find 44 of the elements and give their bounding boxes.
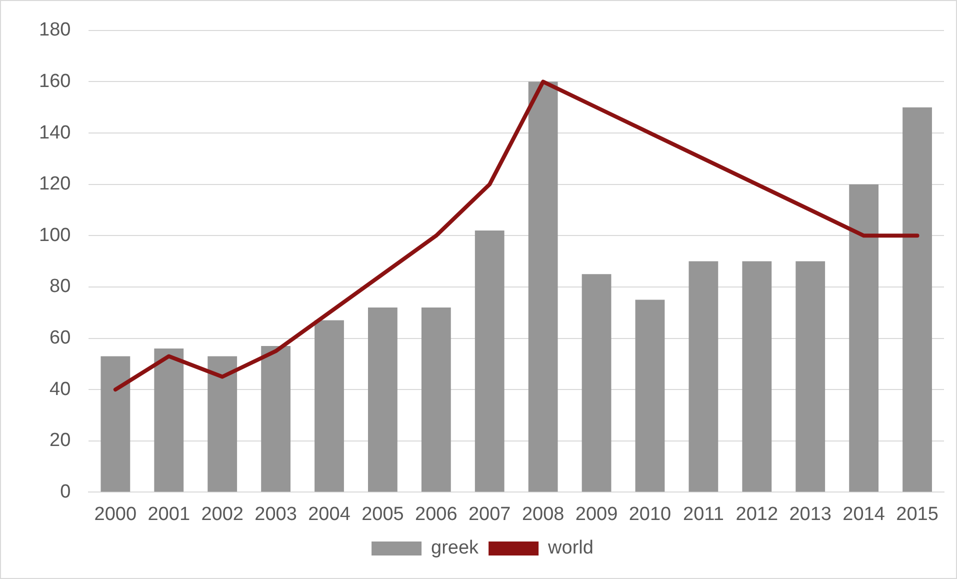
bar (528, 82, 558, 492)
legend-label: greek (431, 538, 480, 559)
y-tick-label: 40 (50, 378, 71, 400)
x-tick-label: 2003 (254, 504, 297, 525)
legend-label: world (547, 538, 594, 559)
bar (261, 346, 290, 492)
y-tick-label: 80 (50, 276, 71, 298)
bar (474, 230, 504, 492)
x-tick-label: 2000 (94, 504, 137, 525)
bar (688, 261, 718, 492)
bar (902, 107, 932, 492)
y-tick-label: 180 (39, 20, 71, 41)
x-tick-label: 2006 (415, 504, 458, 525)
y-tick-label: 20 (50, 430, 71, 452)
y-tick-label: 0 (60, 481, 71, 502)
x-tick-label: 2011 (683, 504, 724, 525)
bar (208, 356, 238, 492)
bar (314, 320, 344, 492)
x-tick-label: 2010 (628, 504, 672, 525)
y-tick-label: 140 (39, 122, 71, 144)
bar (582, 274, 612, 492)
bar (154, 348, 184, 492)
bar (368, 307, 398, 492)
bar (635, 300, 665, 492)
x-tick-label: 2013 (789, 504, 832, 525)
x-tick-label: 2012 (736, 504, 778, 525)
bar (742, 261, 772, 492)
x-tick-label: 2005 (362, 504, 404, 525)
y-tick-label: 100 (39, 224, 71, 246)
y-tick-label: 120 (39, 174, 71, 195)
y-tick-label: 60 (50, 328, 71, 348)
x-tick-label: 2001 (148, 504, 190, 525)
x-tick-label: 2002 (201, 504, 244, 525)
y-tick-label: 160 (39, 70, 71, 92)
x-tick-label: 2008 (522, 504, 564, 525)
x-tick-label: 2015 (896, 504, 938, 525)
bar (849, 184, 879, 492)
bar (421, 307, 451, 492)
bar (796, 261, 826, 492)
x-tick-label: 2014 (842, 504, 886, 525)
x-tick-label: 2007 (468, 504, 511, 525)
x-tick-label: 2009 (575, 504, 618, 525)
bar (100, 356, 130, 492)
x-tick-label: 2004 (308, 504, 351, 525)
